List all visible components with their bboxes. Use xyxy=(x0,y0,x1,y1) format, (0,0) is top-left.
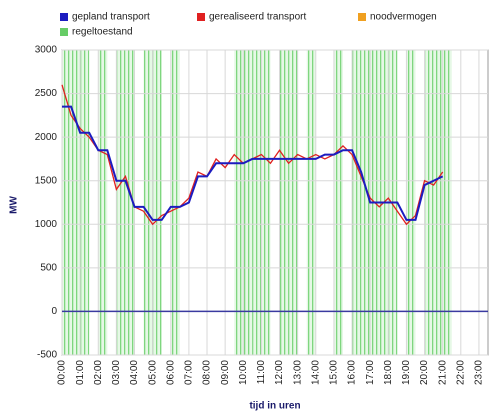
x-tick-label: 05:00 xyxy=(147,360,158,385)
state-band xyxy=(243,50,253,355)
state-band xyxy=(406,50,416,355)
legend-swatch xyxy=(60,13,68,21)
x-tick-label: 20:00 xyxy=(419,360,430,385)
state-band xyxy=(116,50,126,355)
x-tick-label: 07:00 xyxy=(184,360,195,385)
x-tick-label: 00:00 xyxy=(57,360,68,385)
y-tick-label: 500 xyxy=(40,262,57,273)
state-band xyxy=(361,50,371,355)
legend-label: gerealiseerd transport xyxy=(209,12,306,23)
legend-swatch xyxy=(197,13,205,21)
y-tick-label: -500 xyxy=(37,350,57,361)
y-tick-label: 2000 xyxy=(35,132,58,143)
state-band xyxy=(98,50,108,355)
state-band xyxy=(279,50,289,355)
x-tick-label: 10:00 xyxy=(238,360,249,385)
x-axis-title: tijd in uren xyxy=(249,401,300,412)
y-tick-label: 3000 xyxy=(35,45,58,56)
x-tick-label: 17:00 xyxy=(365,360,376,385)
x-tick-label: 22:00 xyxy=(455,360,466,385)
state-band xyxy=(125,50,135,355)
y-tick-label: 1000 xyxy=(35,219,58,230)
x-tick-label: 03:00 xyxy=(111,360,122,385)
state-band xyxy=(152,50,162,355)
x-tick-label: 13:00 xyxy=(292,360,303,385)
x-tick-label: 23:00 xyxy=(474,360,485,385)
legend-label: regeltoestand xyxy=(72,27,133,38)
state-band xyxy=(352,50,362,355)
y-tick-label: 1500 xyxy=(35,175,58,186)
state-band xyxy=(170,50,180,355)
state-band xyxy=(80,50,90,355)
y-tick-label: 0 xyxy=(51,306,57,317)
x-tick-label: 16:00 xyxy=(347,360,358,385)
x-tick-label: 14:00 xyxy=(310,360,321,385)
legend-label: noodvermogen xyxy=(370,12,437,23)
x-tick-label: 15:00 xyxy=(329,360,340,385)
state-band xyxy=(252,50,262,355)
y-axis-title: MW xyxy=(9,196,20,214)
x-tick-label: 02:00 xyxy=(93,360,104,385)
state-band xyxy=(234,50,244,355)
x-tick-label: 04:00 xyxy=(129,360,140,385)
x-tick-label: 09:00 xyxy=(220,360,231,385)
state-band xyxy=(442,50,452,355)
x-tick-label: 08:00 xyxy=(202,360,213,385)
state-band xyxy=(71,50,81,355)
x-tick-label: 06:00 xyxy=(165,360,176,385)
state-band xyxy=(288,50,298,355)
x-tick-label: 18:00 xyxy=(383,360,394,385)
state-band xyxy=(143,50,153,355)
x-tick-label: 19:00 xyxy=(401,360,412,385)
x-tick-label: 21:00 xyxy=(437,360,448,385)
state-band xyxy=(433,50,443,355)
x-tick-label: 11:00 xyxy=(256,360,267,385)
state-band xyxy=(333,50,343,355)
state-band xyxy=(261,50,271,355)
state-band xyxy=(62,50,72,355)
legend-swatch xyxy=(358,13,366,21)
y-tick-label: 2500 xyxy=(35,88,58,99)
legend-label: gepland transport xyxy=(72,12,150,23)
x-tick-label: 01:00 xyxy=(75,360,86,385)
x-tick-label: 12:00 xyxy=(274,360,285,385)
series-line xyxy=(62,105,444,221)
legend-swatch xyxy=(60,28,68,36)
state-band xyxy=(424,50,434,355)
state-band xyxy=(306,50,316,355)
